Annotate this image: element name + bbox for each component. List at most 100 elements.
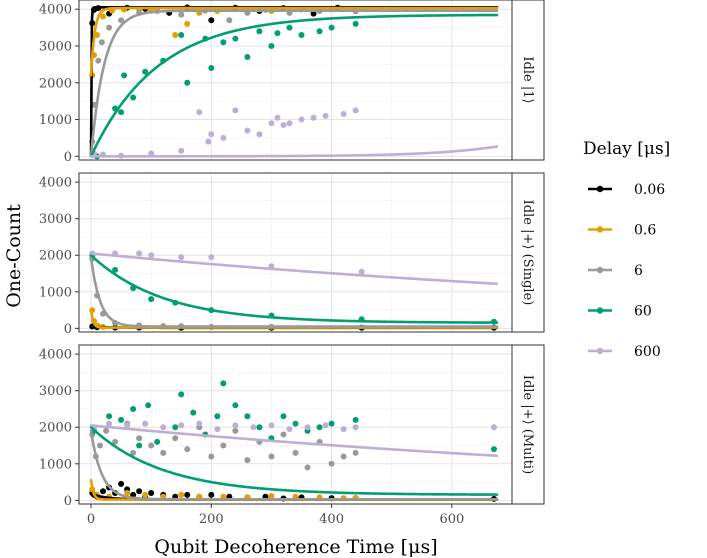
legend-item-60: 60 (588, 304, 652, 320)
fit-line-delay-600 (89, 424, 499, 458)
data-point-delay-600 (232, 422, 239, 429)
data-point-delay-600 (106, 420, 113, 427)
data-point-delay-6 (328, 460, 335, 467)
x-tick-label: 400 (319, 512, 344, 527)
y-tick-label: 1000 (39, 113, 72, 128)
y-tick-label: 2000 (39, 421, 72, 436)
data-point-delay-600 (178, 147, 185, 154)
data-point-delay-600 (340, 426, 347, 433)
fit-line-delay-600 (89, 252, 499, 286)
fit-line-delay-6 (89, 9, 499, 158)
data-point-delay-600 (358, 268, 365, 275)
data-point-delay-600 (256, 131, 263, 138)
data-point-delay-60 (190, 409, 197, 416)
data-point-delay-6 (352, 449, 359, 456)
facet-panel: Idle |1⟩ (78, 0, 545, 161)
data-point-delay-60 (112, 266, 119, 273)
data-point-delay-60 (256, 28, 263, 35)
data-point-delay-600 (286, 120, 293, 127)
data-point-delay-60 (178, 391, 185, 398)
data-point-delay-60 (280, 413, 287, 420)
data-point-delay-0.06 (208, 491, 215, 498)
legend-key-point (596, 266, 604, 274)
data-point-delay-0.06 (184, 491, 191, 498)
data-point-delay-60 (130, 405, 137, 412)
facet-strip-label: Idle |1⟩ (520, 56, 535, 103)
legend-label: 6 (634, 263, 643, 279)
fit-line-delay-6 (89, 255, 499, 328)
data-point-delay-600 (160, 424, 167, 431)
data-point-delay-600 (196, 420, 203, 427)
data-point-delay-60 (220, 39, 227, 46)
data-point-delay-0.06 (136, 488, 143, 495)
data-point-delay-60 (328, 24, 335, 31)
data-point-delay-60 (232, 402, 239, 409)
legend-item-6: 6 (588, 263, 643, 279)
data-point-delay-6 (136, 435, 143, 442)
data-point-delay-6 (292, 449, 299, 456)
data-point-delay-60 (106, 413, 113, 420)
legend-key-point (596, 347, 604, 355)
data-point-delay-60 (118, 416, 125, 423)
data-point-delay-600 (268, 120, 275, 127)
data-point-delay-600 (178, 254, 185, 261)
y-tick-label: 4000 (39, 176, 72, 191)
data-point-delay-0.6 (100, 13, 107, 20)
data-point-delay-600 (298, 116, 305, 123)
legend-item-0.06: 0.06 (588, 182, 665, 198)
y-tick-label: 0 (64, 494, 72, 509)
legend: Delay [μs] 0.06 0.6 6 60 600 (583, 139, 670, 360)
data-point-delay-60 (130, 94, 137, 101)
data-point-delay-60 (178, 31, 185, 38)
data-point-delay-600 (148, 150, 155, 157)
legend-label: 0.06 (634, 182, 665, 198)
axes-layer: 0100020003000400001000200030004000010002… (39, 3, 464, 527)
data-point-delay-600 (124, 422, 131, 429)
data-point-delay-6 (220, 442, 227, 449)
data-point-delay-60 (154, 438, 161, 445)
data-point-delay-600 (142, 420, 149, 427)
x-tick-label: 200 (199, 512, 224, 527)
data-point-delay-0.6 (178, 491, 185, 498)
y-axis-title: One-Count (3, 204, 25, 308)
facet-strip (511, 344, 545, 505)
data-point-delay-600 (205, 138, 212, 145)
data-point-delay-60 (208, 65, 215, 72)
data-point-delay-600 (322, 422, 329, 429)
data-point-delay-600 (268, 422, 275, 429)
fit-line-delay-600 (89, 145, 499, 158)
data-point-delay-6 (280, 431, 287, 438)
legend-key-point (596, 307, 604, 314)
data-point-delay-6 (304, 464, 311, 471)
data-point-delay-600 (250, 424, 257, 431)
data-point-delay-60 (298, 31, 305, 38)
facet-panel: Idle |+⟩ (Single) (78, 172, 545, 333)
data-point-delay-60 (274, 30, 281, 37)
data-point-delay-600 (280, 122, 287, 129)
data-point-delay-0.06 (208, 17, 215, 24)
data-point-delay-600 (340, 111, 347, 118)
data-point-delay-6 (97, 442, 104, 449)
data-point-delay-600 (352, 107, 359, 114)
data-point-delay-600 (148, 252, 155, 259)
facet-panel: Idle |+⟩ (Multi) (78, 344, 545, 505)
data-point-delay-60 (145, 402, 152, 409)
legend-item-600: 600 (588, 344, 661, 360)
data-point-delay-6 (95, 57, 102, 64)
data-point-delay-600 (178, 422, 185, 429)
facet-strip-label: Idle |+⟩ (Multi) (520, 375, 535, 474)
data-point-delay-60 (352, 20, 359, 27)
data-point-delay-60 (292, 420, 299, 427)
data-point-delay-6 (130, 449, 137, 456)
legend-label: 600 (634, 344, 661, 360)
data-point-delay-0.6 (172, 31, 179, 38)
y-tick-label: 4000 (39, 348, 72, 363)
data-point-delay-600 (136, 250, 143, 257)
data-point-delay-600 (232, 107, 239, 114)
data-point-delay-600 (352, 424, 359, 431)
x-tick-label: 600 (439, 512, 464, 527)
data-point-delay-600 (304, 424, 311, 431)
data-point-delay-6 (232, 427, 239, 434)
y-tick-label: 2000 (39, 249, 72, 264)
data-point-delay-60 (136, 442, 143, 449)
